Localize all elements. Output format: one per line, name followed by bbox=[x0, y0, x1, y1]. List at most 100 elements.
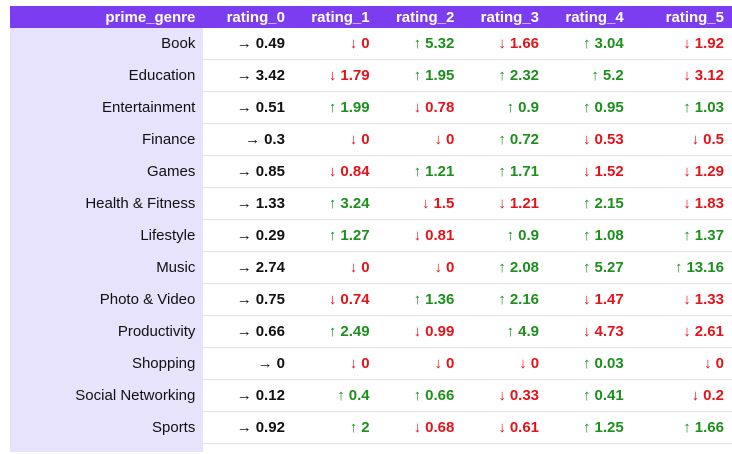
arrow-up-icon: ↑ bbox=[328, 99, 337, 116]
genre-cell: Sports bbox=[10, 411, 204, 444]
arrow-down-icon: ↓ bbox=[583, 163, 591, 180]
arrow-up-icon: ↑ bbox=[498, 291, 506, 308]
column-header-rating-5: rating_5 bbox=[631, 6, 732, 28]
arrow-up-icon: ↑ bbox=[591, 67, 599, 84]
arrow-up-icon: ↑ bbox=[674, 259, 683, 276]
rating-value: 0.72 bbox=[509, 131, 540, 148]
rating-value: 0.74 bbox=[340, 291, 370, 308]
arrow-down-icon: ↓ bbox=[413, 419, 422, 436]
arrow-down-icon: ↓ bbox=[683, 67, 691, 84]
rating-cell: ↓ 1.66 bbox=[462, 28, 548, 60]
rating-cell: → 0.49 bbox=[203, 28, 293, 60]
rating-value: 0.4 bbox=[348, 387, 370, 404]
rating-cell: ↑ 1.99 bbox=[292, 91, 378, 124]
rating-cell: ↑ 1.71 bbox=[462, 155, 548, 188]
genre-rating-table: prime_genre rating_0 rating_1 rating_2 ratin… bbox=[10, 6, 732, 452]
arrow-up-icon: ↑ bbox=[583, 227, 591, 244]
filler-cell bbox=[378, 444, 463, 453]
arrow-down-icon: ↓ bbox=[413, 99, 422, 116]
rating-value: 0.85 bbox=[255, 163, 285, 180]
rating-value: 3.24 bbox=[340, 195, 370, 212]
rating-value: 1.5 bbox=[433, 195, 455, 212]
table-row: Sports → 0.92 ↑ 2 ↓ 0.68 ↓ 0.61 ↑ 1.25 ↑ 1.66 bbox=[10, 411, 732, 444]
arrow-up-icon: ↑ bbox=[498, 163, 506, 180]
arrow-down-icon: ↓ bbox=[328, 291, 337, 308]
arrow-right-icon: → bbox=[236, 195, 252, 212]
rating-value: 0 bbox=[445, 259, 455, 276]
arrow-up-icon: ↑ bbox=[413, 163, 422, 180]
rating-cell: ↑ 2.49 bbox=[292, 315, 378, 348]
rating-value: 4.9 bbox=[518, 323, 540, 340]
arrow-down-icon: ↓ bbox=[691, 131, 700, 148]
rating-cell: ↑ 1.25 bbox=[547, 411, 632, 444]
genre-cell: Lifestyle bbox=[10, 219, 204, 252]
rating-cell: ↑ 5.32 bbox=[377, 28, 463, 60]
arrow-up-icon: ↑ bbox=[413, 291, 422, 308]
rating-cell: ↑ 0.4 bbox=[292, 379, 378, 412]
rating-value: 0.66 bbox=[255, 323, 285, 340]
arrow-right-icon: → bbox=[236, 323, 252, 340]
rating-cell: ↓ 0 bbox=[292, 347, 378, 380]
arrow-right-icon: → bbox=[236, 35, 252, 52]
arrow-down-icon: ↓ bbox=[583, 323, 591, 340]
rating-value: 1.36 bbox=[425, 291, 455, 308]
rating-value: 0.5 bbox=[703, 131, 724, 148]
rating-value: 5.32 bbox=[425, 35, 455, 52]
arrow-down-icon: ↓ bbox=[421, 195, 430, 212]
column-header-rating-4: rating_4 bbox=[547, 6, 632, 28]
rating-value: 2.74 bbox=[255, 259, 285, 276]
arrow-up-icon: ↑ bbox=[328, 227, 337, 244]
genre-cell: Productivity bbox=[10, 315, 204, 348]
column-header-rating-3: rating_3 bbox=[462, 6, 548, 28]
table-row: Social Networking → 0.12 ↑ 0.4 ↑ 0.66 ↓ 0.33 ↑ 0.4… bbox=[10, 379, 732, 412]
rating-cell: ↓ 0 bbox=[292, 251, 378, 284]
rating-value: 2.61 bbox=[694, 323, 724, 340]
arrow-right-icon: → bbox=[236, 67, 252, 84]
rating-value: 1.03 bbox=[694, 99, 724, 116]
arrow-right-icon: → bbox=[245, 131, 261, 148]
rating-cell: ↑ 5.27 bbox=[547, 251, 632, 284]
rating-value: 1.33 bbox=[255, 195, 285, 212]
table-row: Lifestyle → 0.29 ↑ 1.27 ↓ 0.81 ↑ 0.9 ↑ 1.08 ↑ 1.37 bbox=[10, 219, 732, 252]
arrow-down-icon: ↓ bbox=[434, 355, 442, 372]
rating-value: 0.84 bbox=[340, 163, 370, 180]
rating-cell: → 0.51 bbox=[203, 91, 293, 124]
rating-cell: ↑ 0.72 bbox=[462, 123, 548, 156]
rating-value: 0.78 bbox=[425, 99, 455, 116]
rating-cell: ↓ 0.84 bbox=[292, 155, 378, 188]
rating-cell: ↑ 3.24 bbox=[292, 187, 378, 220]
rating-cell: → 0.12 bbox=[203, 379, 293, 412]
rating-value: 0.99 bbox=[425, 323, 455, 340]
rating-value: 2.49 bbox=[340, 323, 370, 340]
rating-cell: ↓ 0.78 bbox=[377, 91, 463, 124]
rating-cell: ↑ 5.2 bbox=[547, 59, 632, 92]
arrow-down-icon: ↓ bbox=[413, 323, 422, 340]
header-row: prime_genre rating_0 rating_1 rating_2 ratin… bbox=[10, 6, 732, 28]
rating-value: 2.32 bbox=[509, 67, 540, 84]
rating-cell: ↓ 0 bbox=[292, 28, 378, 60]
rating-cell: ↑ 2.32 bbox=[462, 59, 548, 92]
rating-cell: ↓ 0.33 bbox=[462, 379, 548, 412]
arrow-right-icon: → bbox=[236, 99, 252, 116]
column-header-rating-2: rating_2 bbox=[377, 6, 463, 28]
rating-value: 0.81 bbox=[425, 227, 455, 244]
arrow-up-icon: ↑ bbox=[328, 195, 337, 212]
rating-value: 1.66 bbox=[694, 419, 724, 436]
rating-value: 0.68 bbox=[425, 419, 455, 436]
arrow-right-icon: → bbox=[236, 419, 252, 436]
genre-cell: Book bbox=[10, 28, 204, 60]
arrow-right-icon: → bbox=[236, 227, 252, 244]
rating-value: 0.75 bbox=[255, 291, 285, 308]
rating-cell: ↑ 2 bbox=[292, 411, 378, 444]
arrow-down-icon: ↓ bbox=[434, 259, 442, 276]
rating-cell: ↓ 1.92 bbox=[631, 28, 732, 60]
arrow-up-icon: ↑ bbox=[683, 419, 691, 436]
rating-cell: ↓ 1.79 bbox=[292, 59, 378, 92]
rating-cell: → 0 bbox=[203, 347, 293, 380]
rating-cell: ↑ 1.95 bbox=[377, 59, 463, 92]
rating-cell: ↓ 1.21 bbox=[462, 187, 548, 220]
rating-value: 1.71 bbox=[509, 163, 540, 180]
rating-value: 5.27 bbox=[594, 259, 624, 276]
rating-cell: ↓ 0 bbox=[631, 347, 732, 380]
rating-cell: ↓ 0.53 bbox=[547, 123, 632, 156]
